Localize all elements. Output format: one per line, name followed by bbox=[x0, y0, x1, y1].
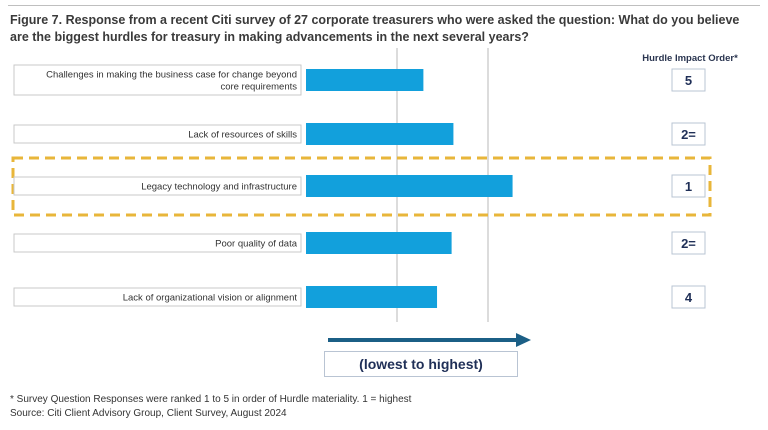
impact-order-value: 4 bbox=[685, 290, 693, 305]
bar bbox=[306, 286, 438, 308]
impact-order-box bbox=[671, 231, 706, 255]
category-label: Lack of organizational vision or alignme… bbox=[123, 293, 298, 304]
category-label: Challenges in making the business case f… bbox=[46, 70, 297, 81]
category-label: core requirements bbox=[220, 82, 297, 93]
impact-order-box bbox=[671, 122, 706, 146]
top-rule bbox=[8, 5, 760, 6]
bar bbox=[306, 175, 513, 197]
category-label-box bbox=[13, 233, 302, 253]
impact-order-header: Hurdle Impact Order* bbox=[642, 53, 738, 64]
figure-title: Figure 7. Response from a recent Citi su… bbox=[10, 13, 740, 44]
impact-order-box bbox=[671, 68, 706, 92]
category-label-box bbox=[13, 176, 302, 196]
impact-order-value: 1 bbox=[685, 179, 692, 194]
impact-order-value: 2= bbox=[681, 236, 696, 251]
bar bbox=[306, 69, 424, 91]
category-label: Legacy technology and infrastructure bbox=[141, 182, 297, 193]
axis-caption: (lowest to highest) bbox=[324, 351, 518, 377]
source-note: Source: Citi Client Advisory Group, Clie… bbox=[10, 408, 287, 419]
category-label: Lack of resources of skills bbox=[188, 130, 297, 141]
category-label-box bbox=[13, 287, 302, 307]
category-label-box bbox=[13, 124, 302, 144]
direction-arrow-head bbox=[516, 333, 531, 347]
highlight-box bbox=[11, 156, 712, 217]
impact-order-box bbox=[671, 285, 706, 309]
category-label: Poor quality of data bbox=[215, 239, 298, 250]
bar bbox=[306, 123, 454, 145]
bar bbox=[306, 232, 452, 254]
footnote: * Survey Question Responses were ranked … bbox=[10, 394, 412, 405]
category-label-box bbox=[13, 64, 302, 96]
impact-order-value: 5 bbox=[685, 73, 692, 88]
impact-order-value: 2= bbox=[681, 127, 696, 142]
impact-order-box bbox=[671, 174, 706, 198]
